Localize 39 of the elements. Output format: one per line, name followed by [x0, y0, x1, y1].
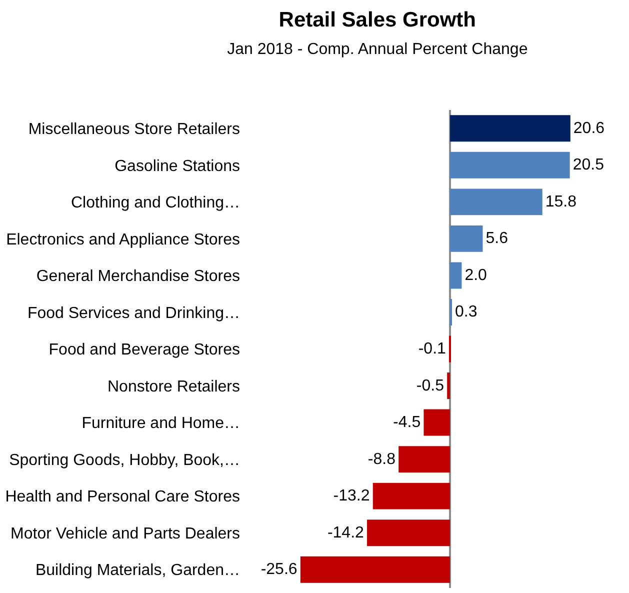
- data-label: -0.1: [418, 340, 446, 358]
- bar: [450, 115, 570, 142]
- y-tick-label: Miscellaneous Store Retailers: [28, 120, 240, 138]
- y-tick-label: General Merchandise Stores: [36, 268, 240, 286]
- chart-title: Retail Sales Growth: [278, 8, 476, 32]
- y-tick-label: Gasoline Stations: [114, 158, 240, 175]
- chart-subtitle: Jan 2018 - Comp. Annual Percent Change: [227, 40, 528, 58]
- bar: [447, 372, 450, 400]
- data-label: 15.8: [545, 193, 577, 210]
- data-label: -4.5: [393, 414, 421, 432]
- data-label: -8.8: [368, 450, 396, 468]
- data-label: -13.2: [333, 488, 370, 505]
- y-tick-label: Clothing and Clothing…: [71, 194, 240, 212]
- bar: [450, 152, 570, 178]
- data-label: 20.5: [572, 156, 604, 174]
- bar: [450, 188, 542, 216]
- y-tick-label: Health and Personal Care Stores: [5, 488, 240, 506]
- data-label: -14.2: [327, 524, 364, 542]
- y-tick-label: Food and Beverage Stores: [48, 342, 240, 359]
- bar: [450, 262, 462, 289]
- data-label: 2.0: [464, 266, 488, 284]
- y-tick-label: Sporting Goods, Hobby, Book,…: [9, 452, 240, 469]
- y-tick-label: Furniture and Home…: [82, 415, 240, 432]
- y-tick-label: Food Services and Drinking…: [27, 304, 240, 322]
- data-label: 5.6: [486, 230, 508, 248]
- bar: [424, 409, 450, 436]
- bar: [300, 556, 450, 583]
- bar: [372, 482, 450, 510]
- data-label: 20.6: [573, 120, 605, 137]
- data-label: -0.5: [416, 377, 444, 394]
- bar: [367, 520, 450, 546]
- data-label: 0.3: [455, 304, 478, 321]
- y-tick-label: Electronics and Appliance Stores: [6, 231, 240, 248]
- bar: [398, 446, 450, 473]
- y-tick-label: Nonstore Retailers: [108, 378, 240, 396]
- data-label: -25.6: [260, 561, 298, 578]
- bar: [450, 225, 483, 252]
- y-tick-label: Motor Vehicle and Parts Dealers: [10, 525, 240, 542]
- y-tick-label: Building Materials, Garden…: [35, 562, 240, 580]
